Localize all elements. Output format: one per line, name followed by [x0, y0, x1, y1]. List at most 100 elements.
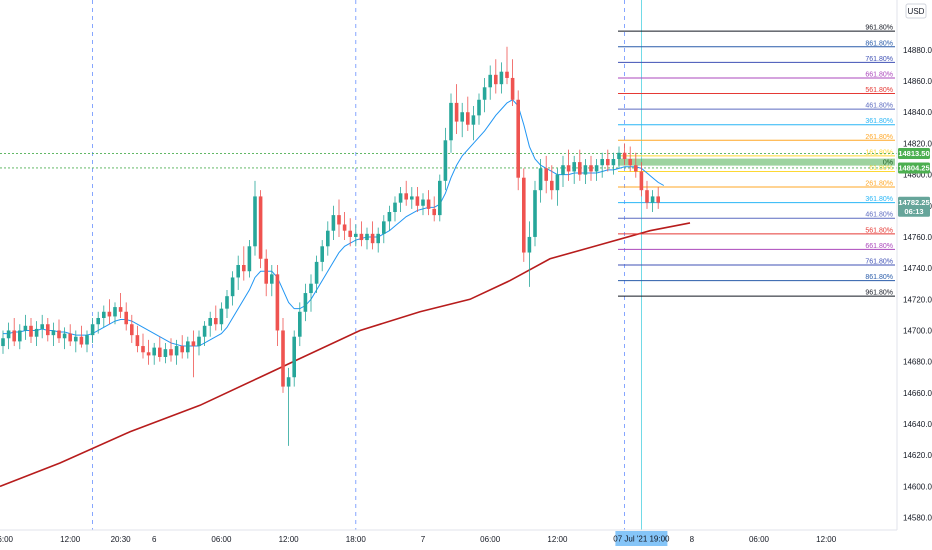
- candle: [292, 330, 296, 387]
- candle: [426, 190, 431, 216]
- fib-level-label: 761.80%: [865, 56, 893, 63]
- ma-slow-line: [0, 222, 691, 488]
- candle: [650, 190, 655, 212]
- candle-body: [158, 347, 162, 357]
- candle: [174, 339, 179, 365]
- candle-body: [650, 196, 655, 203]
- price-badge-bg: [898, 162, 930, 174]
- ema-layer: [3, 99, 665, 347]
- candle: [130, 314, 134, 343]
- candle: [68, 324, 72, 347]
- candle-body: [544, 168, 548, 181]
- candle-body: [572, 162, 576, 172]
- candle-body: [499, 71, 504, 85]
- candle-body: [130, 324, 134, 336]
- candle: [102, 305, 106, 328]
- y-tick-label: 14820.00: [903, 139, 932, 148]
- time-axis[interactable]: 06:00 12:00 20:30 6 06:00 12:00 18:00 7 06:00 12:…: [0, 529, 932, 550]
- candles: [1, 46, 660, 446]
- candle-body: [460, 112, 464, 122]
- y-tick-label: 14600.00: [903, 482, 932, 491]
- price-axis[interactable]: 14880.00 14860.00 14840.00 14820.00 14800.00…: [896, 0, 932, 530]
- candle: [628, 146, 632, 172]
- fib-level-label: 361.80%: [865, 118, 893, 125]
- y-tick-label: 14580.00: [903, 514, 932, 523]
- candle: [186, 336, 190, 359]
- candle: [645, 180, 649, 209]
- candle-body: [275, 274, 280, 331]
- candle: [253, 180, 257, 256]
- candle: [29, 318, 33, 343]
- candle: [113, 302, 117, 325]
- candle-body: [135, 335, 140, 347]
- candle-body: [320, 246, 324, 262]
- candle-body: [146, 352, 151, 356]
- candle-body: [370, 233, 375, 244]
- fib-level-label: 861.80%: [865, 40, 893, 47]
- candle-body: [426, 199, 431, 209]
- y-tick-label: 14700.00: [903, 326, 932, 335]
- candle: [460, 102, 464, 138]
- candle-body: [354, 233, 358, 237]
- candle-body: [34, 328, 39, 337]
- candle: [634, 152, 638, 178]
- candle-body: [29, 325, 33, 337]
- x-tick-label: 06:00: [480, 535, 501, 544]
- candle: [146, 339, 151, 365]
- candle-body: [505, 71, 509, 78]
- candle: [639, 162, 644, 197]
- candle-body: [107, 311, 112, 317]
- candle-body: [298, 311, 302, 337]
- candle-body: [124, 311, 128, 325]
- candle-body: [387, 212, 392, 222]
- candle-body: [186, 341, 190, 353]
- candle: [527, 221, 532, 287]
- candle-body: [622, 152, 627, 159]
- candle: [298, 302, 302, 347]
- x-tick-label: 06:00: [0, 535, 14, 544]
- candle-body: [561, 165, 565, 175]
- candle: [600, 152, 604, 178]
- candle-body: [174, 346, 179, 356]
- candle: [236, 255, 240, 290]
- x-tick-label: 12:00: [60, 535, 81, 544]
- candle: [516, 90, 520, 191]
- candle-body: [583, 165, 588, 175]
- candle: [270, 265, 274, 297]
- candle-body: [180, 346, 184, 353]
- candle: [544, 155, 548, 194]
- currency-label: USD: [908, 7, 925, 16]
- candle: [359, 221, 364, 247]
- candle-body: [96, 318, 100, 325]
- candle: [141, 333, 145, 359]
- x-tick-label: 6: [152, 535, 157, 544]
- candle-body: [527, 236, 532, 253]
- candle-body: [68, 333, 72, 342]
- candle-body: [510, 77, 515, 100]
- fib-level-label: 161.80%: [865, 149, 893, 156]
- candle: [438, 174, 442, 222]
- candle: [398, 187, 403, 212]
- candle: [258, 190, 263, 269]
- candle: [505, 46, 509, 85]
- x-tick-label: 12:00: [279, 535, 300, 544]
- price-badge-bg: [898, 148, 930, 160]
- candle: [421, 193, 425, 216]
- candle-body: [331, 215, 336, 231]
- candle: [309, 274, 313, 312]
- candle-body: [522, 177, 526, 253]
- candle-body: [594, 165, 599, 172]
- candle: [365, 227, 369, 250]
- candle: [6, 322, 11, 350]
- candle: [538, 159, 543, 203]
- fib-zero-label: 0%: [883, 160, 893, 167]
- candle: [51, 322, 56, 347]
- candle: [90, 318, 95, 343]
- candle-body: [415, 196, 420, 206]
- candle: [85, 330, 89, 353]
- currency-badge[interactable]: USD: [905, 3, 927, 19]
- candle: [74, 330, 78, 353]
- candle: [12, 318, 16, 347]
- candle: [124, 302, 128, 331]
